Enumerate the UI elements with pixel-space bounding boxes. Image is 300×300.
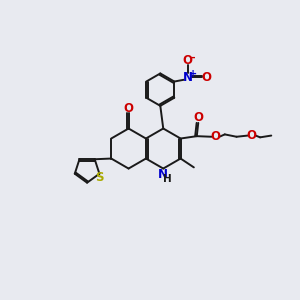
Text: O: O (202, 71, 212, 84)
Text: -: - (190, 53, 195, 63)
Text: S: S (95, 171, 103, 184)
Text: O: O (247, 129, 257, 142)
Text: O: O (124, 102, 134, 115)
Text: O: O (183, 54, 193, 67)
Text: O: O (211, 130, 220, 143)
Text: H: H (163, 174, 172, 184)
Text: N: N (183, 71, 193, 84)
Text: +: + (189, 70, 197, 80)
Text: O: O (193, 111, 203, 124)
Text: N: N (158, 168, 168, 181)
